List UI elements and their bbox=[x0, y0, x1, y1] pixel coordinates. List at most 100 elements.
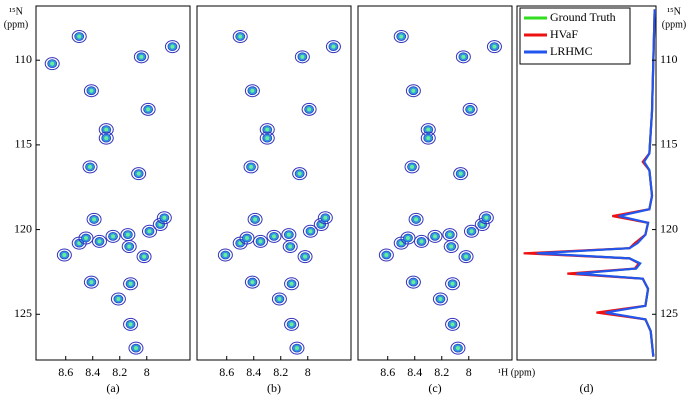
peak bbox=[284, 277, 300, 291]
peak bbox=[408, 212, 424, 226]
contour-outer bbox=[123, 317, 139, 331]
contour-outer bbox=[44, 57, 60, 71]
contour-outer bbox=[301, 102, 317, 116]
peak bbox=[44, 57, 60, 71]
contour-core bbox=[127, 244, 132, 249]
peak bbox=[301, 102, 317, 116]
contour-core bbox=[426, 127, 431, 132]
contour-outer bbox=[458, 250, 474, 264]
peak bbox=[453, 167, 469, 181]
contour-outer bbox=[82, 160, 98, 174]
contour-outer bbox=[110, 292, 126, 306]
contour-outer bbox=[217, 248, 233, 262]
peak bbox=[83, 84, 99, 98]
contour-core bbox=[433, 234, 437, 239]
contour-core bbox=[405, 236, 410, 241]
contour-core bbox=[464, 254, 469, 259]
contour-outer bbox=[78, 231, 94, 245]
contour-core bbox=[300, 54, 305, 59]
contour-outer bbox=[420, 131, 436, 145]
contour-outer bbox=[292, 167, 308, 181]
plot-frame bbox=[196, 5, 352, 361]
contour-outer bbox=[140, 102, 156, 116]
contour-core bbox=[250, 88, 255, 93]
contour-core bbox=[447, 232, 452, 237]
contour-core bbox=[399, 34, 404, 39]
contour-outer bbox=[445, 277, 461, 291]
contour-core bbox=[77, 34, 82, 39]
contour-outer bbox=[239, 231, 255, 245]
contour-core bbox=[162, 215, 167, 220]
x-tick-label: 8.2 bbox=[273, 365, 288, 379]
y-axis-label: ¹⁵N bbox=[667, 6, 681, 17]
contour-core bbox=[128, 281, 133, 286]
contour-outer bbox=[432, 292, 448, 306]
contour-core bbox=[97, 239, 102, 244]
y-axis-label: (ppm) bbox=[4, 19, 28, 30]
contour-core bbox=[450, 322, 455, 327]
contour-core bbox=[331, 44, 336, 49]
peak bbox=[239, 231, 255, 245]
contour-core bbox=[468, 107, 473, 112]
contour-core bbox=[133, 346, 138, 351]
contour-outer bbox=[462, 102, 478, 116]
peak bbox=[244, 84, 260, 98]
projection-line bbox=[536, 9, 656, 357]
contour-outer bbox=[141, 224, 157, 238]
y-tick-label: 115 bbox=[14, 137, 32, 151]
peak bbox=[78, 231, 94, 245]
x-tick-label: 8 bbox=[305, 365, 311, 379]
contour-outer bbox=[252, 234, 268, 248]
peak bbox=[405, 84, 421, 98]
peak bbox=[56, 248, 72, 262]
contour-core bbox=[62, 252, 67, 257]
contour-core bbox=[450, 281, 455, 286]
peak bbox=[83, 275, 99, 289]
contour-outer bbox=[445, 317, 461, 331]
contour-core bbox=[458, 171, 463, 176]
panel-label: (a) bbox=[106, 381, 119, 395]
peak bbox=[486, 40, 502, 54]
contour-outer bbox=[247, 212, 263, 226]
peak bbox=[443, 240, 459, 254]
contour-outer bbox=[244, 84, 260, 98]
peak bbox=[266, 229, 282, 243]
y-tick-label: 120 bbox=[660, 221, 678, 235]
contour-outer bbox=[408, 212, 424, 226]
x-tick-label: 8.6 bbox=[380, 365, 395, 379]
peak bbox=[404, 160, 420, 174]
peak bbox=[232, 29, 248, 43]
contour-core bbox=[277, 297, 282, 302]
peak bbox=[317, 211, 333, 225]
peak bbox=[281, 228, 297, 242]
peak bbox=[405, 275, 421, 289]
peak bbox=[297, 250, 313, 264]
contour-core bbox=[323, 215, 328, 220]
contour-outer bbox=[136, 250, 152, 264]
contour-core bbox=[89, 88, 94, 93]
contour-outer bbox=[131, 167, 147, 181]
contour-outer bbox=[486, 40, 502, 54]
contour-outer bbox=[393, 29, 409, 43]
contour-outer bbox=[317, 211, 333, 225]
contour-core bbox=[111, 234, 115, 239]
peak bbox=[86, 212, 102, 226]
peak bbox=[427, 229, 443, 243]
contour-outer bbox=[405, 84, 421, 98]
contour-outer bbox=[121, 240, 137, 254]
contour-core bbox=[170, 44, 175, 49]
contour-core bbox=[250, 280, 255, 285]
contour-core bbox=[426, 136, 431, 141]
contour-core bbox=[265, 127, 270, 132]
y-axis-label: (ppm) bbox=[662, 19, 686, 30]
peak bbox=[378, 248, 394, 262]
plot-frame bbox=[35, 5, 191, 361]
contour-core bbox=[104, 136, 109, 141]
contour-outer bbox=[83, 275, 99, 289]
contour-core bbox=[146, 107, 151, 112]
contour-outer bbox=[86, 212, 102, 226]
peak bbox=[289, 341, 305, 355]
contour-outer bbox=[297, 250, 313, 264]
contour-core bbox=[288, 244, 293, 249]
